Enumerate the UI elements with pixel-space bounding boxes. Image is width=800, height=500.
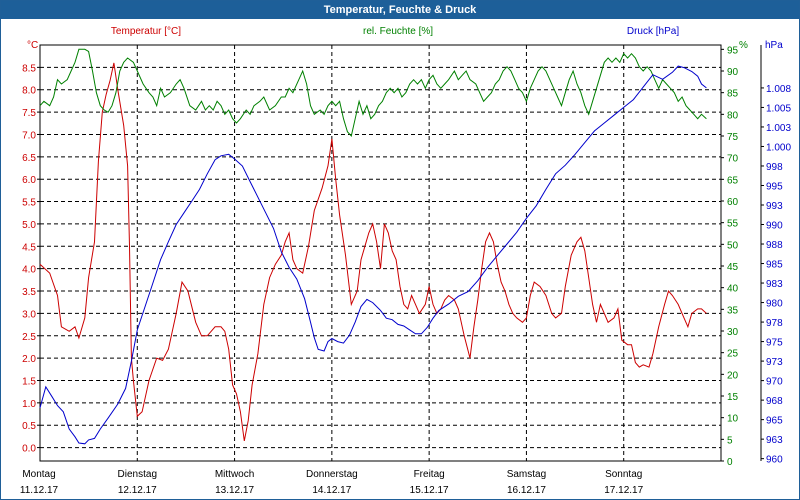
tick-label: 75 xyxy=(727,132,739,143)
tick-label: 990 xyxy=(766,221,783,232)
tick-label: 60 xyxy=(727,197,739,208)
tick-label: 4.5 xyxy=(22,242,36,253)
tick-label: 6.0 xyxy=(22,175,36,186)
temperature-axis-title: Temperatur [°C] xyxy=(111,26,181,37)
tick-label: 70 xyxy=(727,154,739,165)
tick-label: 40 xyxy=(727,284,739,295)
tick-label: 8.5 xyxy=(22,63,36,74)
tick-label: 998 xyxy=(766,162,783,173)
tick-label: 1.0 xyxy=(22,399,36,410)
tick-label: 960 xyxy=(766,455,783,466)
tick-label: 1.5 xyxy=(22,376,36,387)
chart-canvas: 0.0 0.5 1.0 1.5 2.0 2.5 3.0 3.5 4.0 4.5 5.0 5.5 6.0 6… xyxy=(20,26,792,496)
x-date-label: 14.12.17 xyxy=(312,485,351,496)
tick-label: 15 xyxy=(727,392,739,403)
temperature-axis-ticks: 0.0 0.5 1.0 1.5 2.0 2.5 3.0 3.5 4.0 4.5 5.0 5.5 6.0 6… xyxy=(22,40,40,455)
series-lines xyxy=(39,48,707,445)
tick-label: 6.5 xyxy=(22,153,36,164)
tick-label: 995 xyxy=(766,181,783,192)
series-line xyxy=(39,62,707,441)
tick-label: 7.5 xyxy=(22,108,36,119)
tick-label: 0.0 xyxy=(22,444,36,455)
tick-label: 970 xyxy=(766,377,783,388)
humidity-axis-title: rel. Feuchte [%] xyxy=(363,26,433,37)
tick-label: 80 xyxy=(727,110,739,121)
tick-label: 4.0 xyxy=(22,265,36,276)
tick-label: 1.005 xyxy=(766,103,791,114)
x-date-label: 12.12.17 xyxy=(118,485,157,496)
tick-label: 983 xyxy=(766,279,783,290)
x-day-label: Freitag xyxy=(414,469,445,480)
tick-label: 985 xyxy=(766,260,783,271)
tick-label: 5.5 xyxy=(22,198,36,209)
x-day-label: Samstag xyxy=(507,469,546,480)
tick-label: 1.003 xyxy=(766,123,791,134)
tick-label: 35 xyxy=(727,305,739,316)
tick-label: 963 xyxy=(766,435,783,446)
plot-frame xyxy=(39,44,722,462)
series-line xyxy=(39,65,707,445)
tick-label: 1.008 xyxy=(766,84,791,95)
tick-label: 975 xyxy=(766,338,783,349)
x-day-label: Montag xyxy=(22,469,55,480)
tick-label: 968 xyxy=(766,396,783,407)
x-date-label: 13.12.17 xyxy=(215,485,254,496)
humidity-axis-ticks: 0 5 10 15 20 25 30 35 40 45 50 55 60 65 70 75 80 85 90 95% xyxy=(721,40,748,468)
tick-label: 25 xyxy=(727,349,739,360)
tick-label: 5 xyxy=(727,435,733,446)
tick-label: 980 xyxy=(766,299,783,310)
chart-title: Temperatur, Feuchte & Druck xyxy=(1,1,799,19)
x-day-label: Mittwoch xyxy=(215,469,254,480)
tick-label: 65 xyxy=(727,175,739,186)
tick-label: 45 xyxy=(727,262,739,273)
tick-label: 90 xyxy=(727,67,739,78)
tick-label: 3.0 xyxy=(22,309,36,320)
x-day-label: Donnerstag xyxy=(306,469,358,480)
humidity-unit-label: % xyxy=(739,40,748,51)
x-date-label: 16.12.17 xyxy=(507,485,546,496)
tick-label: 50 xyxy=(727,240,739,251)
tick-label: 8.0 xyxy=(22,86,36,97)
x-day-label: Dienstag xyxy=(118,469,157,480)
tick-label: 2.0 xyxy=(22,354,36,365)
tick-label: 978 xyxy=(766,318,783,329)
tick-label: 20 xyxy=(727,370,739,381)
tick-label: 0.5 xyxy=(22,421,36,432)
tick-label: 3.5 xyxy=(22,287,36,298)
tick-label: 988 xyxy=(766,240,783,251)
x-date-label: 17.12.17 xyxy=(604,485,643,496)
tick-label: 0 xyxy=(727,457,733,468)
pressure-axis-ticks: 960 963 965 968 970 973 975 978 980 983 985 988 990 9… xyxy=(760,40,791,466)
tick-label: 2.5 xyxy=(22,332,36,343)
tick-label: 5.0 xyxy=(22,220,36,231)
pressure-unit-label: hPa xyxy=(765,40,783,51)
tick-label: 95 xyxy=(727,45,739,56)
pressure-axis-title: Druck [hPa] xyxy=(627,26,679,37)
x-day-label: Sonntag xyxy=(605,469,642,480)
tick-label: 7.0 xyxy=(22,130,36,141)
x-axis-labels: Montag 11.12.17 Dienstag 12.12.17 Mittwoch 13… xyxy=(20,469,644,496)
x-date-label: 11.12.17 xyxy=(20,485,59,496)
tick-label: 1.000 xyxy=(766,142,791,153)
series-line xyxy=(39,48,707,138)
tick-label: 973 xyxy=(766,357,783,368)
grid xyxy=(40,45,721,461)
x-date-label: 15.12.17 xyxy=(410,485,449,496)
temperature-unit-label: °C xyxy=(27,40,38,51)
tick-label: 85 xyxy=(727,89,739,100)
axes xyxy=(39,44,722,462)
axis-titles: Temperatur [°C] rel. Feuchte [%] Druck [hP… xyxy=(111,26,679,37)
tick-label: 965 xyxy=(766,416,783,427)
tick-label: 30 xyxy=(727,327,739,338)
tick-label: 993 xyxy=(766,201,783,212)
tick-label: 55 xyxy=(727,219,739,230)
tick-label: 10 xyxy=(727,414,739,425)
